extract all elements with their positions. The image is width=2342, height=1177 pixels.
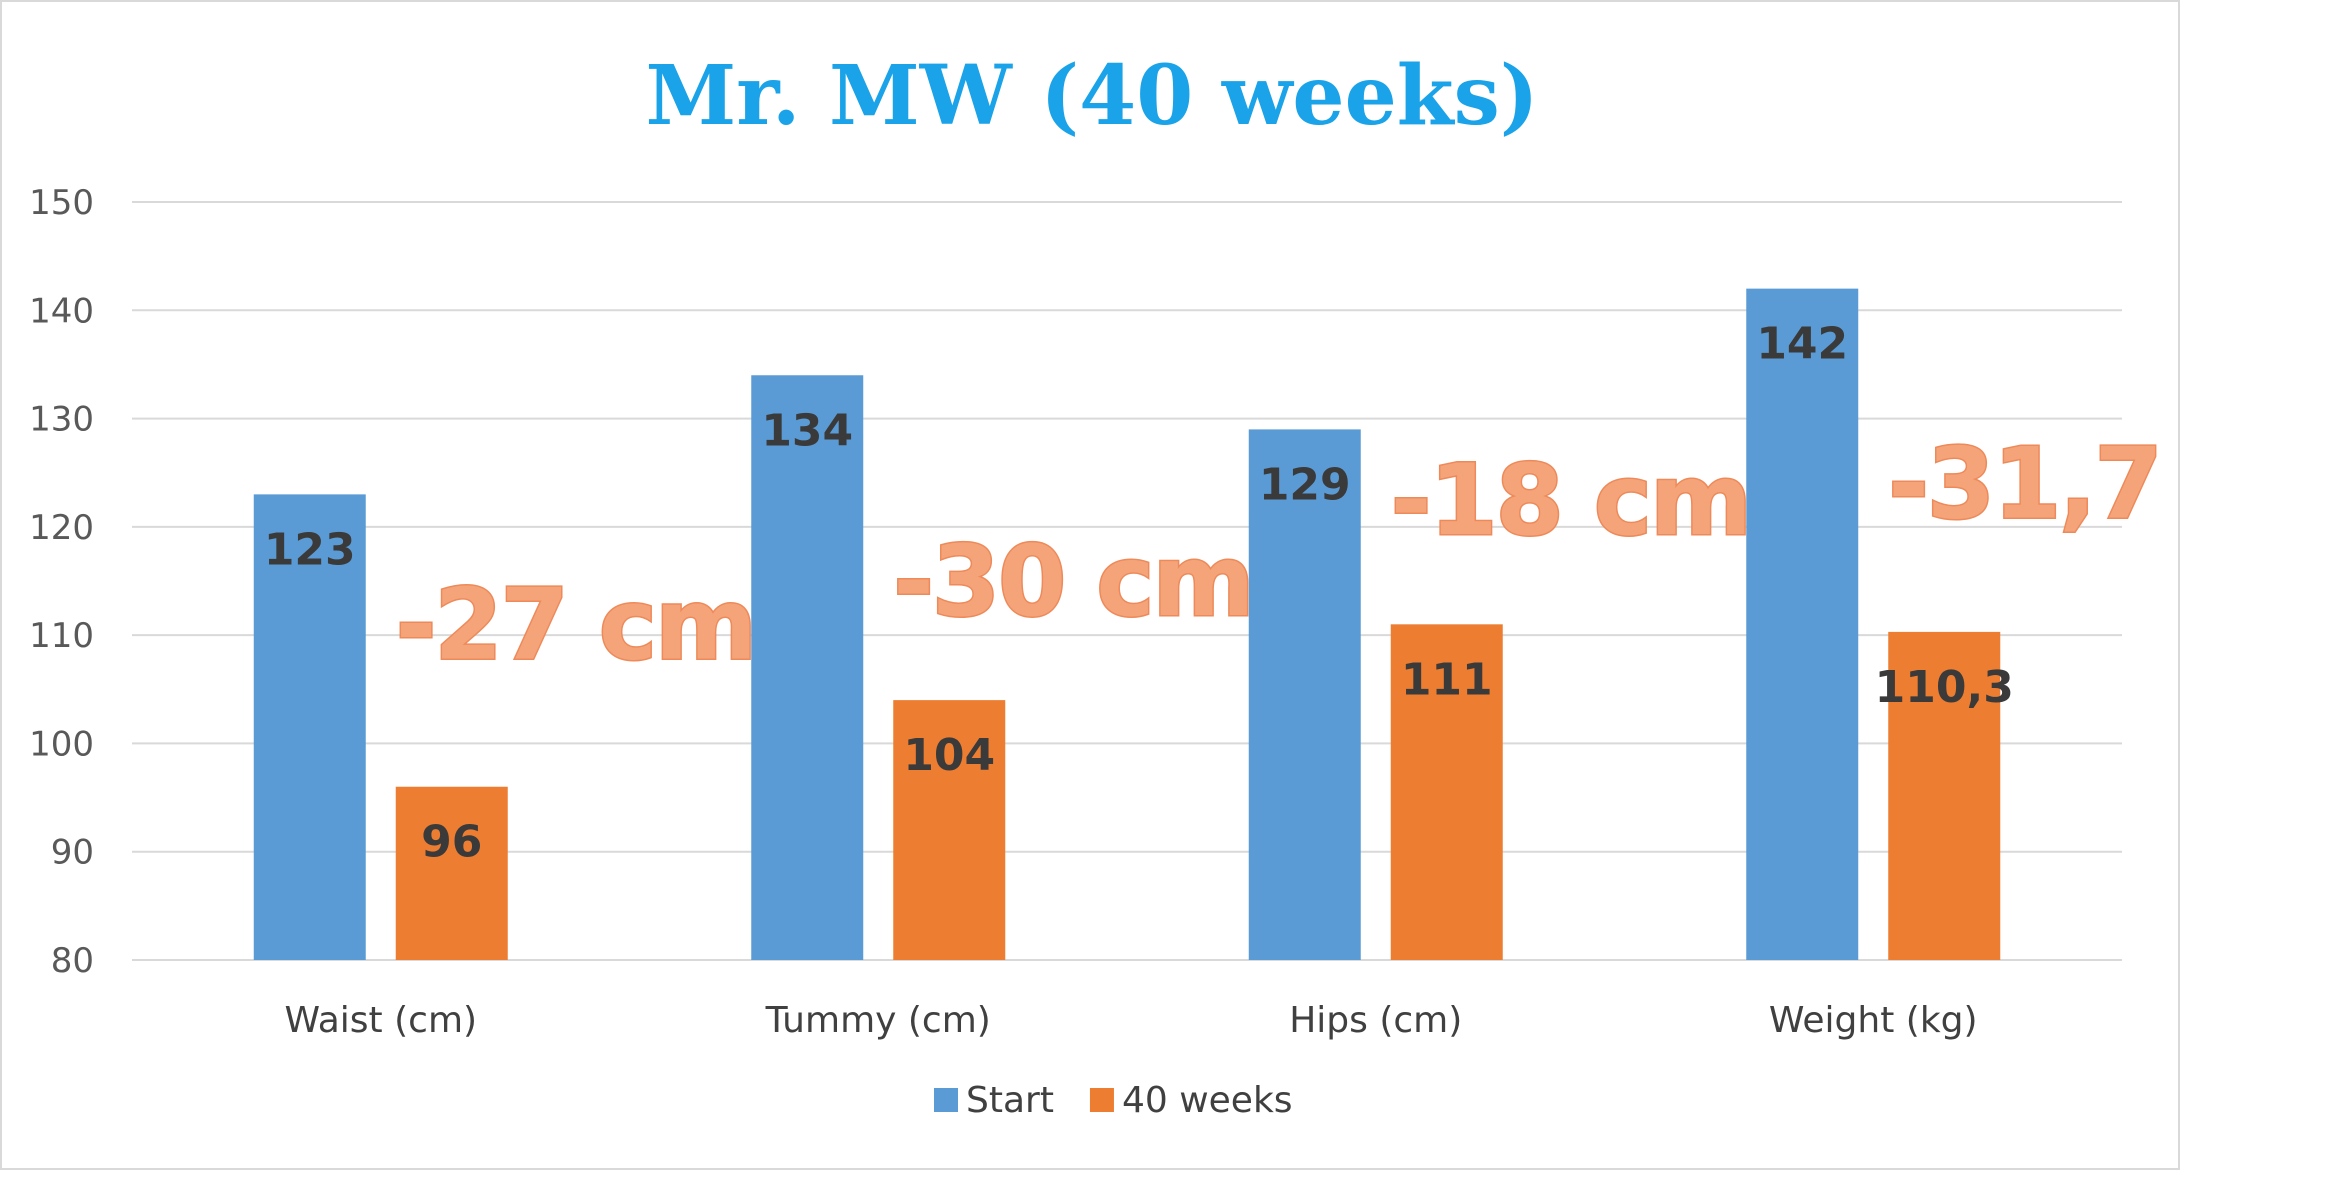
annotations: -27 cm -30 cm -18 cm -31,7 kg (394, 426, 2182, 684)
x-tick-label: Waist (cm) (284, 1000, 477, 1041)
data-label: 129 (1259, 459, 1351, 510)
x-axis-ticks: Waist (cm) Tummy (cm) Hips (cm) Weight (kg) (284, 1000, 1977, 1041)
y-tick-label: 100 (29, 724, 94, 764)
bar-chart: Mr. MW (40 weeks) 80 90 100 110 120 130 140 150… (29, 48, 2182, 1121)
chart-title: Mr. MW (40 weeks) (645, 48, 1538, 144)
legend-label: Start (966, 1080, 1054, 1121)
bars (253, 288, 2001, 961)
y-tick-label: 120 (29, 508, 94, 548)
difference-annotation: -31,7 kg (1888, 428, 2182, 542)
data-label: 104 (903, 730, 995, 781)
data-label: 96 (421, 817, 482, 868)
bar-start-0 (253, 494, 366, 960)
chart-frame: Mr. MW (40 weeks) 80 90 100 110 120 130 140 150… (0, 0, 2182, 1170)
bar-start-2 (1248, 429, 1361, 960)
y-tick-label: 150 (29, 183, 94, 223)
data-label: 134 (761, 405, 853, 456)
y-tick-label: 130 (29, 400, 94, 440)
y-axis-ticks: 80 90 100 110 120 130 140 150 (29, 183, 94, 981)
bar-start-1 (751, 375, 864, 960)
y-tick-label: 110 (29, 616, 94, 656)
data-label: 111 (1401, 654, 1493, 705)
y-tick-label: 140 (29, 291, 94, 331)
y-tick-label: 80 (51, 941, 94, 981)
data-label: 142 (1756, 319, 1848, 370)
bar-40-weeks-3 (1888, 631, 2001, 960)
bar-40-weeks-0 (395, 786, 508, 960)
legend-swatch-0 (934, 1088, 958, 1112)
difference-annotation: -18 cm (1391, 444, 1750, 558)
bar-40-weeks-2 (1390, 624, 1503, 960)
legend-swatch-1 (1089, 1088, 1114, 1112)
difference-annotation: -30 cm (893, 525, 1252, 639)
x-tick-label: Tummy (cm) (765, 1000, 991, 1041)
legend: Start 40 weeks (934, 1080, 1293, 1121)
data-label: 123 (264, 524, 356, 575)
data-label: 110,3 (1875, 662, 2014, 713)
difference-annotation: -27 cm (396, 568, 755, 682)
data-labels: 123 96 134 104 129 111 142 110,3 (264, 319, 2014, 868)
bar-40-weeks-1 (893, 700, 1006, 960)
x-tick-label: Weight (kg) (1769, 1000, 1978, 1041)
legend-label: 40 weeks (1122, 1080, 1293, 1121)
bar-start-3 (1746, 288, 1859, 961)
y-tick-label: 90 (51, 833, 94, 873)
x-tick-label: Hips (cm) (1289, 1000, 1462, 1041)
